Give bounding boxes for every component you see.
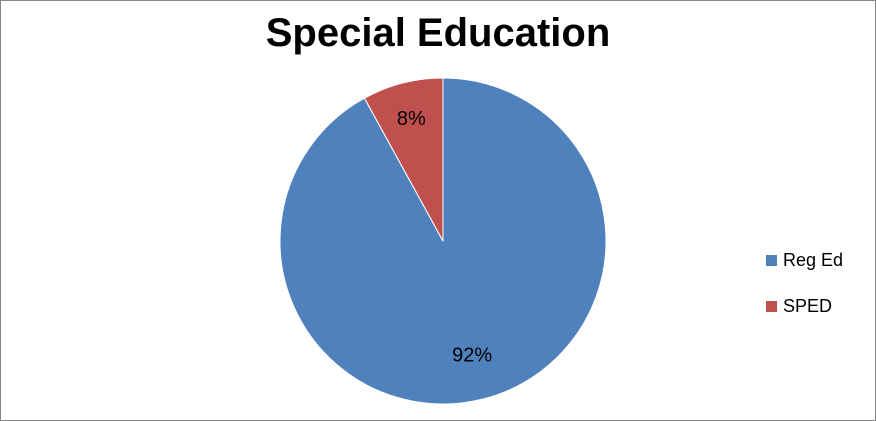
legend-label-reg-ed: Reg Ed — [783, 249, 844, 270]
legend-item-sped: SPED — [766, 292, 843, 320]
chart-title: Special Education — [265, 11, 611, 55]
data-label-sped: 8% — [397, 108, 426, 130]
legend: Reg Ed SPED — [766, 246, 843, 338]
legend-swatch-reg-ed — [766, 254, 777, 266]
pie-slice-sped — [363, 77, 444, 242]
legend-item-reg-ed: Reg Ed — [766, 246, 843, 274]
legend-label-sped: SPED — [783, 295, 833, 316]
data-label-reg-ed: 92% — [452, 345, 492, 367]
legend-swatch-sped — [766, 300, 777, 312]
